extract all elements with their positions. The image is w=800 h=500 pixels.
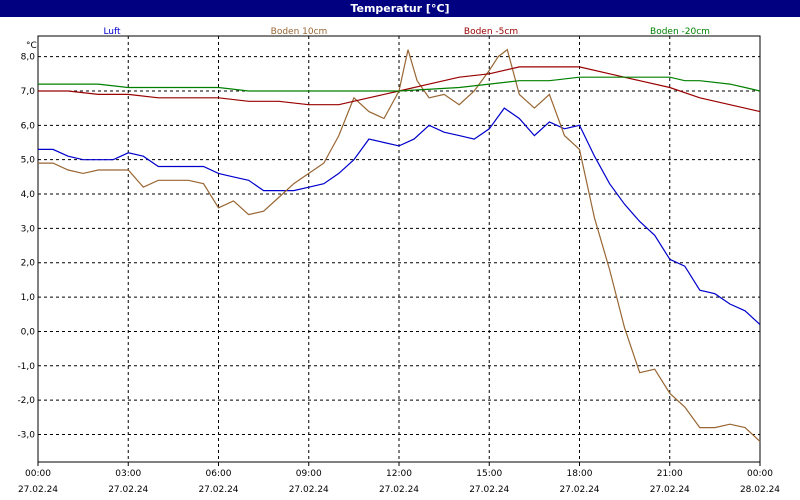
window-title: Temperatur [°C] — [0, 0, 800, 17]
x-tick-date-label: 27.02.24 — [559, 485, 599, 495]
series-line-2 — [38, 48, 761, 442]
x-tick-time-label: 15:00 — [476, 469, 502, 479]
y-tick-label: 7,0 — [21, 87, 36, 97]
x-tick-time-label: 06:00 — [206, 469, 232, 479]
x-tick-time-label: 09:00 — [296, 469, 322, 479]
x-tick-time-label: 00:00 — [747, 469, 773, 479]
y-tick-label: 4,0 — [21, 190, 36, 200]
series-line-4 — [38, 76, 761, 92]
x-tick-date-label: 27.02.24 — [18, 485, 58, 495]
x-tick-date-label: 27.02.24 — [469, 485, 509, 495]
x-axis: 00:00 27.02.24 03:00 27.02.24 06:00 27.02.24 0… — [18, 462, 780, 495]
series-lines — [38, 48, 761, 442]
y-tick-label: -1,0 — [17, 362, 35, 372]
legend: Luft Boden 10cm Boden -5cm Boden -20cm — [103, 27, 710, 37]
y-tick-label: 6,0 — [21, 121, 36, 131]
y-tick-label: 3,0 — [21, 224, 36, 234]
legend-entry-3: Boden -5cm — [464, 27, 518, 37]
x-tick-time-label: 12:00 — [386, 469, 412, 479]
legend-entry-4: Boden -20cm — [650, 27, 710, 37]
y-axis-unit-label: °C — [26, 41, 37, 51]
x-tick-time-label: 00:00 — [25, 469, 51, 479]
x-tick-date-label: 27.02.24 — [198, 485, 238, 495]
x-tick-date-label: 27.02.24 — [650, 485, 690, 495]
x-tick-time-label: 18:00 — [567, 469, 593, 479]
x-tick-date-label: 28.02.24 — [740, 485, 780, 495]
x-tick-date-label: 27.02.24 — [379, 485, 419, 495]
x-tick-date-label: 27.02.24 — [289, 485, 329, 495]
x-tick-date-label: 27.02.24 — [108, 485, 148, 495]
y-tick-label: -2,0 — [17, 396, 35, 406]
legend-entry-1: Luft — [103, 27, 121, 37]
y-tick-label: 8,0 — [21, 53, 36, 63]
x-tick-time-label: 21:00 — [657, 469, 683, 479]
legend-entry-2: Boden 10cm — [271, 27, 328, 37]
y-tick-label: -3,0 — [17, 431, 35, 441]
y-tick-label: 2,0 — [21, 259, 36, 269]
grid-lines — [37, 36, 761, 462]
y-tick-label: 1,0 — [21, 293, 36, 303]
x-tick-time-label: 03:00 — [115, 469, 141, 479]
y-tick-label: 0,0 — [21, 327, 36, 337]
series-line-1 — [38, 107, 761, 326]
y-axis: °C 8,0 7,0 6,0 5,0 4,0 3,0 2,0 1,0 0,0 -1,0 -2,0 -3,… — [17, 41, 36, 441]
y-tick-label: 5,0 — [21, 156, 36, 166]
